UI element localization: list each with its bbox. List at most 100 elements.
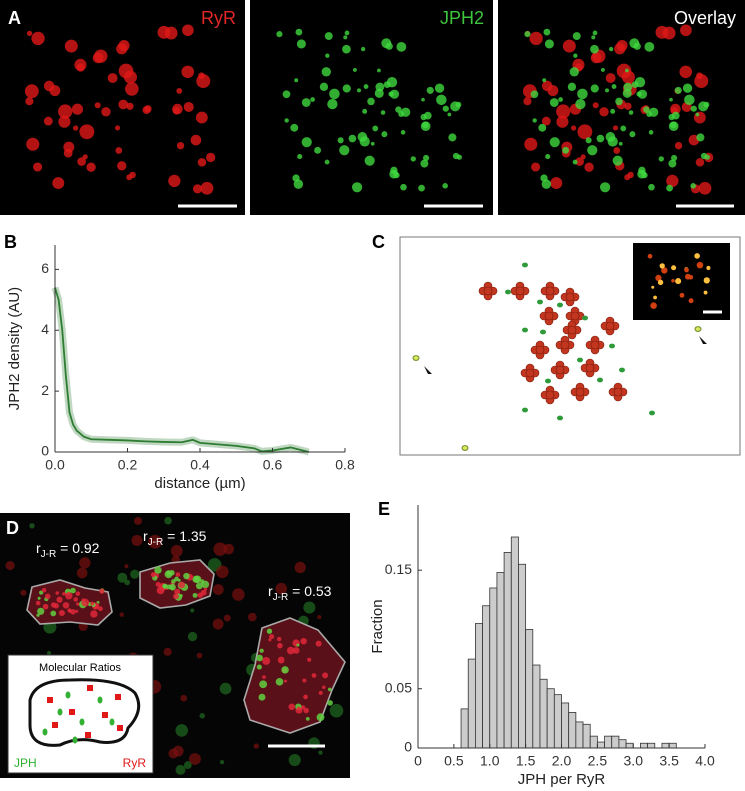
fluorescence-spot bbox=[380, 110, 386, 115]
fluorescence-spot bbox=[542, 78, 547, 83]
ryr-icon bbox=[117, 725, 123, 731]
fluorescence-spot bbox=[572, 159, 578, 165]
jph2-molecule bbox=[557, 415, 563, 421]
fluorescence-spot bbox=[293, 179, 304, 189]
fluorescence-spot bbox=[629, 131, 636, 138]
fluorescence-spot bbox=[297, 154, 303, 160]
fluorescence-spot bbox=[5, 561, 15, 571]
y-tick-label: 6 bbox=[41, 260, 49, 276]
fluorescence-spot bbox=[575, 157, 584, 166]
fluorescence-spot bbox=[618, 141, 623, 146]
histogram-bar bbox=[640, 742, 648, 749]
fluorescence-spot bbox=[275, 582, 288, 595]
fluorescence-spot bbox=[638, 166, 646, 175]
fluorescence-spot bbox=[381, 131, 388, 138]
ryr-subunit bbox=[545, 390, 555, 400]
fluorescence-spot bbox=[232, 588, 245, 601]
fluorescence-spot bbox=[296, 39, 306, 49]
fluorescence-spot bbox=[363, 84, 369, 89]
fluorescence-spot bbox=[530, 90, 539, 99]
inset-spot bbox=[653, 295, 657, 300]
fluorescence-spot bbox=[50, 610, 57, 617]
fluorescence-spot bbox=[290, 123, 299, 132]
fluorescence-spot bbox=[418, 184, 425, 192]
fluorescence-spot bbox=[575, 98, 586, 110]
fluorescence-spot bbox=[695, 112, 700, 117]
fluorescence-spot bbox=[168, 174, 181, 188]
x-tick-label: 4.0 bbox=[695, 753, 715, 769]
fluorescence-spot bbox=[275, 678, 284, 686]
histogram-bar bbox=[561, 702, 570, 749]
fluorescence-spot bbox=[24, 84, 39, 99]
fluorescence-spot bbox=[200, 579, 205, 584]
histogram-bar bbox=[474, 623, 483, 749]
fluorescence-spot bbox=[695, 158, 705, 167]
fluorescence-spot bbox=[367, 97, 375, 106]
histogram-bar bbox=[503, 552, 512, 749]
fluorescence-spot bbox=[698, 101, 709, 112]
fluorescence-spot bbox=[670, 103, 681, 115]
fluorescence-spot bbox=[448, 133, 457, 142]
x-tick-label: 0.8 bbox=[335, 457, 355, 473]
histogram-bar bbox=[568, 712, 577, 749]
fluorescence-spot bbox=[43, 80, 55, 92]
channel-label: Overlay bbox=[674, 8, 736, 28]
x-axis-label: distance (µm) bbox=[154, 475, 245, 492]
x-axis-label: JPH per RyR bbox=[518, 771, 606, 788]
ryr-subunit bbox=[555, 365, 565, 375]
fluorescence-spot bbox=[571, 125, 577, 131]
fluorescence-spot bbox=[590, 44, 599, 54]
fluorescence-spot bbox=[123, 70, 137, 84]
fluorescence-spot bbox=[198, 72, 205, 80]
fluorescence-spot bbox=[206, 152, 216, 163]
fluorescence-spot bbox=[362, 108, 368, 114]
ryr-subunit bbox=[535, 345, 545, 355]
fluorescence-spot bbox=[400, 130, 406, 135]
fluorescence-spot bbox=[41, 587, 47, 593]
fluorescence-spot bbox=[183, 761, 192, 769]
ratio-label: rJ-R = 1.35 bbox=[143, 528, 207, 548]
fluorescence-spot bbox=[599, 107, 609, 117]
fluorescence-spot bbox=[628, 110, 634, 115]
fluorescence-spot bbox=[188, 753, 201, 765]
fluorescence-spot bbox=[311, 673, 317, 678]
fluorescence-spot bbox=[690, 183, 696, 189]
fluorescence-spot bbox=[175, 724, 189, 737]
fluorescence-spot bbox=[197, 158, 207, 167]
y-tick-label: 0 bbox=[404, 739, 412, 755]
fluorescence-spot bbox=[592, 102, 599, 109]
fluorescence-spot bbox=[682, 83, 693, 93]
ratio-subscript: J-R bbox=[273, 592, 289, 603]
ratio-label: rJ-R = 0.53 bbox=[268, 583, 332, 603]
fluorescence-spot bbox=[400, 183, 407, 191]
fluorescence-spot bbox=[76, 63, 85, 72]
jph-icon bbox=[79, 718, 85, 726]
y-tick-label: 0.15 bbox=[385, 561, 412, 577]
jph2-molecule bbox=[522, 262, 528, 268]
fluorescence-spot bbox=[292, 647, 300, 654]
x-tick-label: 1.5 bbox=[516, 753, 536, 769]
inset-spot bbox=[684, 267, 689, 273]
fluorescence-spot bbox=[126, 102, 134, 110]
fluorescence-spot bbox=[296, 706, 301, 711]
fluorescence-spot bbox=[276, 31, 283, 38]
fluorescence-spot bbox=[281, 666, 289, 674]
ryr-subunit bbox=[575, 387, 585, 397]
fluorescence-spot bbox=[46, 650, 52, 656]
fluorescence-spot bbox=[175, 764, 186, 775]
fluorescence-spot bbox=[590, 84, 599, 93]
fluorescence-spot bbox=[422, 121, 429, 129]
histogram-bar bbox=[661, 742, 670, 749]
fluorescence-spot bbox=[523, 97, 532, 106]
fluorescence-spot bbox=[558, 97, 563, 102]
fluorescence-spot bbox=[94, 102, 101, 109]
fluorescence-spot bbox=[71, 103, 84, 115]
inset-spot bbox=[696, 261, 704, 269]
inset-spot bbox=[650, 302, 657, 309]
histogram-bar bbox=[604, 735, 613, 749]
fluorescence-spot bbox=[400, 107, 411, 117]
jph-icon bbox=[42, 728, 48, 736]
fluorescence-spot bbox=[698, 181, 712, 195]
jph2-molecule bbox=[540, 329, 546, 335]
fluorescence-spot bbox=[370, 141, 375, 146]
